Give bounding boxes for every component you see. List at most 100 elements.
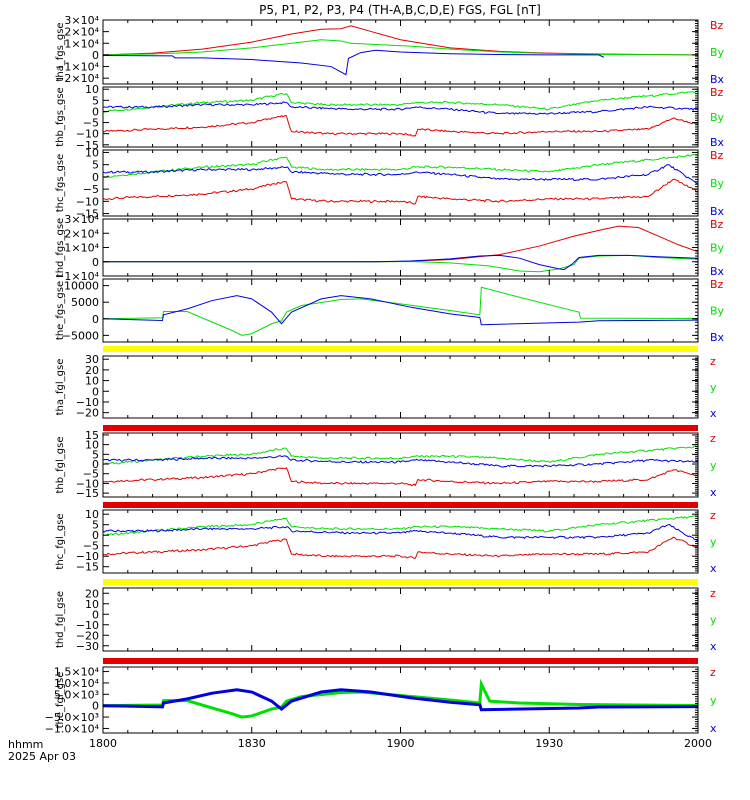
- legend-label: By: [710, 242, 725, 255]
- y-tick-label: 10: [85, 598, 99, 611]
- series-line-y: [103, 678, 698, 719]
- series-line-By: [103, 39, 698, 56]
- y-tick-label: −10: [76, 550, 99, 563]
- legend-label: Bz: [710, 86, 724, 99]
- legend-label: z: [710, 355, 716, 368]
- legend-label: By: [710, 111, 725, 124]
- y-tick-label: 0: [92, 458, 99, 471]
- bar-strip: [103, 425, 698, 431]
- x-tick-label: 1830: [238, 737, 266, 750]
- series-line-By: [103, 90, 698, 113]
- y-tick-label: 0: [92, 313, 99, 326]
- legend-label: x: [710, 562, 717, 575]
- legend-label: By: [710, 305, 725, 318]
- y-tick-label: 0: [92, 529, 99, 542]
- y-tick-label: −15: [76, 561, 99, 574]
- series-line-By: [103, 286, 698, 336]
- series-line-Bz: [103, 178, 698, 205]
- y-tick-label: −15: [76, 487, 99, 500]
- panel-frame: [102, 666, 699, 734]
- y-axis-label: thc_fgl_gse: [55, 513, 66, 569]
- y-axis-label: thb_fgs_gse: [55, 87, 66, 146]
- y-tick-label: 10: [85, 439, 99, 452]
- legend-label: y: [710, 459, 717, 472]
- series-line-Bz: [103, 114, 698, 137]
- y-tick-label: −10: [76, 396, 99, 409]
- legend-label: Bx: [710, 265, 725, 278]
- series-line-x: [103, 523, 698, 542]
- legend-label: Bx: [710, 136, 725, 149]
- series-line-y: [103, 445, 698, 465]
- legend-label: By: [710, 177, 725, 190]
- y-tick-label: 10000: [64, 280, 99, 293]
- bar-strip: [103, 658, 698, 664]
- legend-label: By: [710, 46, 725, 59]
- series-line-Bz: [103, 25, 698, 56]
- y-tick-label: 0: [92, 700, 99, 713]
- y-tick-label: 5.0×10³: [54, 688, 99, 701]
- series-line-x: [103, 688, 698, 712]
- x-tick-label: 1900: [387, 737, 415, 750]
- y-tick-label: 10: [85, 508, 99, 521]
- y-axis-label: thc_fgs_gse: [55, 154, 66, 213]
- bar-strip: [103, 346, 698, 352]
- legend-label: Bz: [710, 218, 724, 231]
- y-tick-label: 5: [92, 94, 99, 107]
- panel-frame: [102, 587, 699, 652]
- y-tick-label: 1.5×10⁴: [54, 666, 100, 679]
- legend-label: y: [710, 536, 717, 549]
- bar-strip: [103, 502, 698, 508]
- legend-label: y: [710, 614, 717, 627]
- chart-title: P5, P1, P2, P3, P4 (TH-A,B,C,D,E) FGS, F…: [259, 3, 541, 17]
- y-tick-label: 20: [85, 587, 99, 600]
- y-tick-label: −15: [76, 139, 99, 152]
- series-line-Bx: [103, 49, 605, 76]
- panel-frame: [102, 432, 699, 498]
- y-axis-label: the_fgl_gse: [55, 672, 66, 729]
- y-tick-label: −5: [83, 183, 99, 196]
- y-tick-label: 2×10⁴: [64, 26, 99, 39]
- x-tick-label: 1800: [89, 737, 117, 750]
- legend-label: x: [710, 486, 717, 499]
- y-tick-label: 5000: [71, 296, 99, 309]
- y-tick-label: −5: [83, 468, 99, 481]
- legend-label: z: [710, 432, 716, 445]
- series-line-Bx: [103, 295, 698, 326]
- panel-frame: [102, 218, 699, 277]
- y-tick-label: 0: [92, 608, 99, 621]
- y-tick-label: −10: [76, 195, 99, 208]
- panel-frame: [102, 509, 699, 574]
- legend-label: Bx: [710, 205, 725, 218]
- series-line-Bx: [103, 254, 698, 271]
- series-line-Bx: [103, 164, 698, 185]
- y-tick-label: 10: [85, 146, 99, 159]
- y-tick-label: −5: [83, 117, 99, 130]
- y-axis-label: thd_fgl_gse: [55, 591, 66, 648]
- y-axis-label: tha_fgl_gse: [55, 359, 66, 416]
- y-tick-label: −10: [76, 477, 99, 490]
- legend-label: x: [710, 407, 717, 420]
- panel-frame: [102, 86, 699, 148]
- y-tick-label: 30: [85, 353, 99, 366]
- y-tick-label: 0: [92, 105, 99, 118]
- date-label: 2025 Apr 03: [8, 750, 76, 763]
- legend-label: Bz: [710, 278, 724, 291]
- series-line-y: [103, 515, 698, 536]
- y-tick-label: −1×10⁴: [55, 61, 99, 74]
- series-line-By: [103, 153, 698, 179]
- y-tick-label: 15: [85, 429, 99, 442]
- legend-label: Bz: [710, 149, 724, 162]
- y-tick-label: 10: [85, 375, 99, 388]
- series-line-z: [103, 467, 698, 487]
- y-tick-label: −20: [76, 407, 99, 420]
- y-axis-label: thb_fgl_gse: [55, 437, 66, 494]
- y-tick-label: 20: [85, 364, 99, 377]
- panel: −1.0×10⁴−5.0×10³05.0×10³1.0×10⁴1.5×10⁴th…: [45, 658, 717, 735]
